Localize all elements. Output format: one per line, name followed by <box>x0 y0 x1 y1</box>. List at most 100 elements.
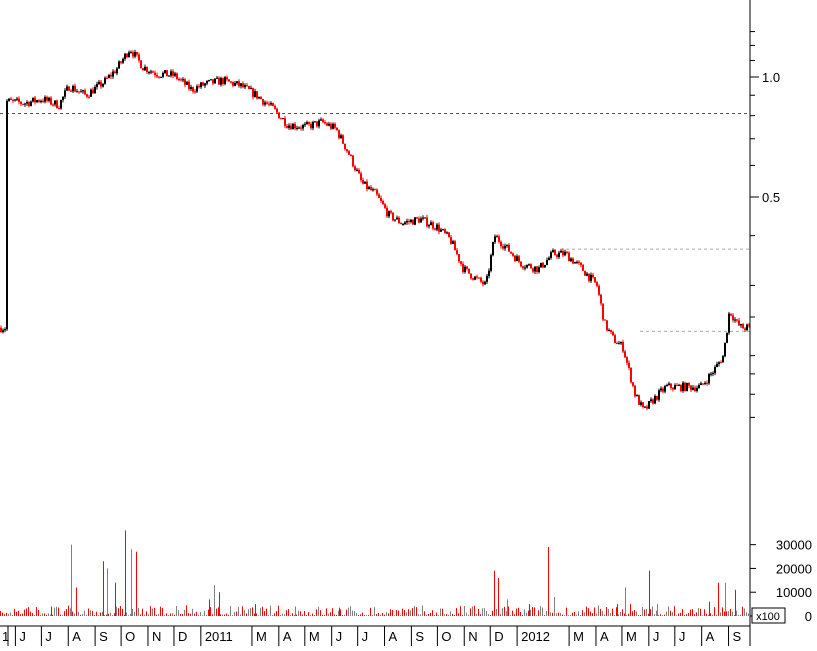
candle-body <box>214 78 216 84</box>
candle-body <box>200 82 202 88</box>
candle-body <box>440 229 442 232</box>
candle-body <box>188 81 190 89</box>
candle-body <box>548 257 550 261</box>
candle-body <box>650 399 652 402</box>
candle-body <box>350 154 352 156</box>
candle-body <box>552 250 554 253</box>
candle-body <box>64 90 66 97</box>
candle-body <box>472 278 474 280</box>
candle-body <box>368 186 370 190</box>
candle-body <box>394 219 396 221</box>
candle-body <box>130 52 132 54</box>
candle-body <box>276 108 278 113</box>
candle-body <box>654 395 656 404</box>
candle-body <box>728 313 730 333</box>
candle-body <box>340 135 342 138</box>
candle-body <box>414 217 416 225</box>
time-tick-label: A <box>283 629 292 644</box>
candle-body <box>564 251 566 256</box>
candle-body <box>194 91 196 93</box>
candle-body <box>658 390 660 400</box>
candle-body <box>686 382 688 391</box>
candle-body <box>520 261 522 267</box>
candle-body <box>258 96 260 99</box>
candle-body <box>420 218 422 223</box>
time-tick-label: M <box>256 629 267 644</box>
candle-body <box>46 96 48 101</box>
candle-body <box>226 77 228 80</box>
candle-body <box>444 229 446 233</box>
candle-body <box>388 211 390 217</box>
candle-body <box>698 385 700 388</box>
candle-body <box>326 123 328 126</box>
candle-body <box>262 99 264 105</box>
candle-body <box>708 374 710 384</box>
candle-body <box>212 79 214 84</box>
candle-body <box>522 266 524 269</box>
candle-body <box>250 88 252 90</box>
candle-body <box>236 81 238 84</box>
candle-body <box>560 250 562 253</box>
candle-body <box>278 112 280 119</box>
candle-body <box>246 85 248 87</box>
candle-body <box>418 218 420 223</box>
candle-body <box>346 149 348 152</box>
candle-body <box>634 385 636 397</box>
candle-body <box>158 76 160 78</box>
time-tick-label: J <box>679 629 686 644</box>
candle-body <box>710 373 712 375</box>
candle-body <box>290 125 292 130</box>
candle-body <box>492 242 494 256</box>
candle-body <box>4 329 6 331</box>
candle-body <box>574 262 576 264</box>
candle-body <box>140 60 142 69</box>
candle-body <box>668 383 670 386</box>
candle-body <box>300 127 302 129</box>
candle-body <box>234 83 236 86</box>
candle-body <box>396 217 398 220</box>
candle-body <box>366 181 368 190</box>
candle-body <box>570 258 572 262</box>
candle-body <box>38 100 40 102</box>
candle-body <box>248 86 250 89</box>
time-tick-label: S <box>733 629 742 644</box>
candle-body <box>298 127 300 129</box>
candle-body <box>622 342 624 352</box>
candle-body <box>454 241 456 251</box>
time-tick-label: A <box>706 629 715 644</box>
candle-body <box>108 74 110 78</box>
candle-body <box>688 382 690 386</box>
candle-body <box>148 72 150 74</box>
candle-body <box>296 127 298 129</box>
candle-body <box>512 253 514 256</box>
time-tick-label: 2012 <box>521 629 550 644</box>
candle-body <box>734 319 736 321</box>
candle-body <box>376 189 378 195</box>
candle-body <box>742 324 744 329</box>
candle-body <box>516 256 518 262</box>
candle-body <box>78 91 80 93</box>
candle-body <box>502 246 504 249</box>
candle-body <box>510 251 512 254</box>
candle-body <box>94 87 96 94</box>
candle-body <box>24 103 26 105</box>
candle-body <box>150 71 152 73</box>
candle-body <box>124 53 126 59</box>
candle-body <box>598 285 600 295</box>
candle-body <box>624 351 626 358</box>
candle-body <box>232 81 234 86</box>
candle-body <box>118 61 120 69</box>
candle-body <box>576 261 578 263</box>
price-candles <box>0 49 750 411</box>
candle-body <box>76 91 78 93</box>
candle-body <box>216 77 218 79</box>
candle-body <box>192 87 194 92</box>
candle-body <box>638 395 640 405</box>
candle-body <box>222 78 224 84</box>
candle-body <box>442 229 444 231</box>
volume-tick-label: 10000 <box>776 585 812 600</box>
candle-body <box>318 120 320 127</box>
candle-body <box>354 166 356 171</box>
candle-body <box>652 399 654 404</box>
